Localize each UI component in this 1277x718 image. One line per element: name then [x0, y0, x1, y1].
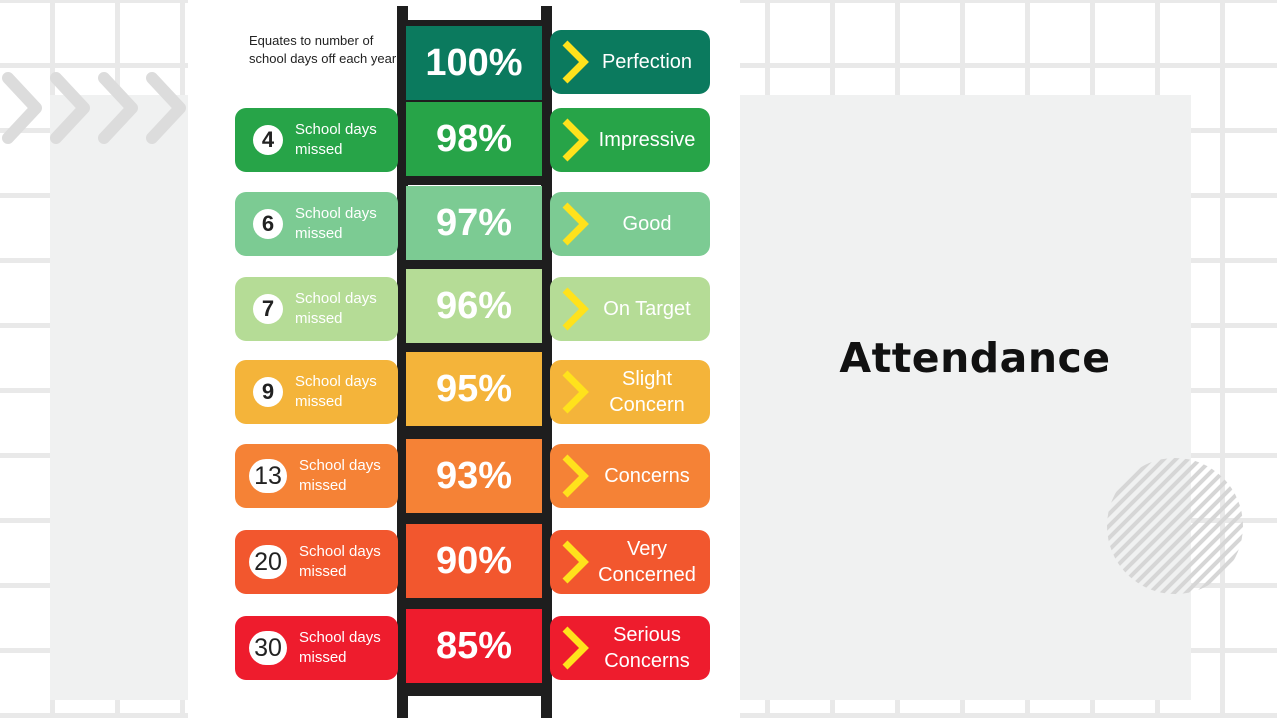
- chevron-right-icon: [562, 118, 589, 162]
- days-missed-pill: 6 School days missed: [235, 192, 398, 256]
- days-missed-count: 30: [249, 631, 287, 665]
- days-missed-label: School days missed: [295, 121, 377, 158]
- chevrons-decoration-icon: [2, 72, 186, 144]
- attendance-percent: 95%: [406, 352, 542, 426]
- rating-label: Perfection: [601, 51, 693, 73]
- days-missed-count: 20: [249, 545, 287, 579]
- chevron-right-icon: [562, 540, 589, 584]
- days-missed-count: 6: [253, 209, 283, 239]
- attendance-percent: 93%: [406, 439, 542, 513]
- attendance-percent: 90%: [406, 524, 542, 598]
- days-missed-label: School days missed: [299, 629, 381, 666]
- chevron-right-icon: [562, 370, 589, 414]
- ladder-rung: [397, 683, 552, 696]
- days-missed-label: School days missed: [295, 290, 377, 327]
- background-panel-right: [740, 95, 1191, 700]
- days-missed-count: 7: [253, 294, 283, 324]
- attendance-percent: 96%: [406, 269, 542, 343]
- attendance-percent: 85%: [406, 609, 542, 683]
- striped-circle-icon: [1107, 458, 1243, 594]
- chevron-right-icon: [562, 202, 589, 246]
- attendance-ladder-infographic: Equates to number of school days off eac…: [188, 0, 740, 718]
- days-missed-pill: 4 School days missed: [235, 108, 398, 172]
- attendance-percent: 98%: [406, 102, 542, 176]
- rating-label: Concerns: [604, 465, 690, 487]
- rating-label: Very Concerned: [598, 538, 696, 586]
- chevron-right-icon: [562, 626, 589, 670]
- rating-pill: Perfection: [550, 30, 710, 94]
- rating-pill: On Target: [550, 277, 710, 341]
- days-missed-count: 13: [249, 459, 287, 493]
- days-missed-count: 4: [253, 125, 283, 155]
- days-missed-label: School days missed: [295, 205, 377, 242]
- days-missed-label: School days missed: [299, 543, 381, 580]
- ladder-rung: [397, 596, 552, 609]
- background-panel-left: [50, 95, 190, 700]
- chevron-right-icon: [562, 40, 589, 84]
- days-missed-count: 9: [253, 377, 283, 407]
- chevron-right-icon: [562, 287, 589, 331]
- ladder-rail-right: [541, 6, 552, 718]
- days-missed-pill: 9 School days missed: [235, 360, 398, 424]
- rating-pill: Impressive: [550, 108, 710, 172]
- days-missed-label: School days missed: [299, 457, 381, 494]
- rating-label: Serious Concerns: [604, 624, 690, 672]
- days-missed-pill: 13 School days missed: [235, 444, 398, 508]
- rating-label: Impressive: [598, 129, 696, 151]
- days-missed-pill: 7 School days missed: [235, 277, 398, 341]
- days-missed-label: School days missed: [295, 373, 377, 410]
- rating-label: Slight Concern: [609, 368, 685, 416]
- rating-pill: Concerns: [550, 444, 710, 508]
- rating-label: Good: [622, 213, 672, 235]
- attendance-percent: 100%: [406, 26, 542, 100]
- rating-pill: Serious Concerns: [550, 616, 710, 680]
- chevron-right-icon: [562, 454, 589, 498]
- rating-label: On Target: [603, 298, 691, 320]
- ladder-rail-left: [397, 6, 408, 718]
- rating-pill: Slight Concern: [550, 360, 710, 424]
- rating-pill: Very Concerned: [550, 530, 710, 594]
- slide-title: Attendance: [839, 334, 1111, 382]
- rating-pill: Good: [550, 192, 710, 256]
- days-off-note: Equates to number of school days off eac…: [249, 33, 397, 66]
- days-missed-pill: 30 School days missed: [235, 616, 398, 680]
- attendance-percent: 97%: [406, 186, 542, 260]
- days-missed-pill: 20 School days missed: [235, 530, 398, 594]
- ladder-rung: [397, 511, 552, 524]
- ladder-rung: [397, 426, 552, 439]
